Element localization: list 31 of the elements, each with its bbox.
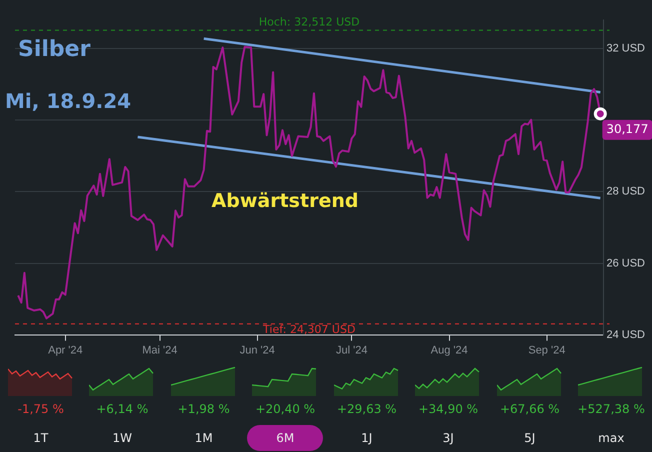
y-tick-label: 24 USD [606,328,646,341]
category-label: 5J [523,430,536,447]
data-label: +67,66 % [498,402,561,416]
category-label: max [597,430,626,447]
x-tick-label: Aug '24 [430,344,468,356]
ref-line-label: Tief: 24,307 USD [262,323,356,336]
x-tick-label: Sep '24 [528,344,566,356]
y-tick-label: 28 USD [606,186,646,198]
category-label: 1T [32,430,50,447]
data-label: +6,14 % [95,402,150,416]
annotation: Abwärtstrend [212,190,358,212]
annotation: 30,177 [606,122,648,136]
data-label: +34,90 % [417,402,480,416]
data-label: +527,38 % [576,402,646,416]
category-label: 1J [360,430,374,447]
category-label: 3J [442,430,455,447]
y-tick-label: 26 USD [606,257,646,270]
text: Silber [18,37,91,62]
data-label: +1,98 % [176,402,231,416]
data-label: +29,63 % [336,402,398,416]
data-label: -1,75 % [16,402,65,416]
data-label: +20,40 % [254,402,316,416]
x-tick-label: Jun '24 [240,344,275,356]
x-tick-label: Apr '24 [48,344,83,356]
y-tick-label: 32 USD [606,42,646,55]
text: Mi, 18.9.24 [5,89,132,113]
x-tick-label: Jul '24 [336,344,368,356]
category-label: 1M [194,430,214,447]
x-tick-label: Mai '24 [142,344,178,356]
category-label: 1W [112,430,133,447]
ref-line-label: Hoch: 32,512 USD [258,16,360,29]
